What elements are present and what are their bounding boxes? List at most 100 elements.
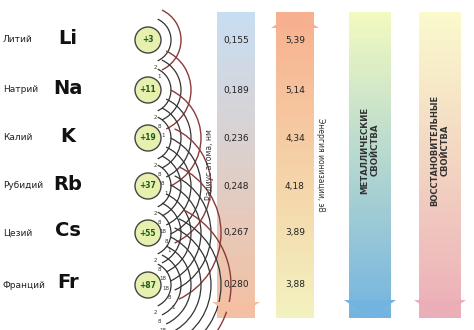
Bar (349, 149, 391, 153)
Bar (419, 115, 461, 119)
Text: 18: 18 (159, 229, 166, 234)
Bar (217, 164, 255, 169)
Circle shape (135, 272, 161, 298)
Text: 3,88: 3,88 (285, 280, 305, 289)
Bar (349, 279, 391, 283)
Text: 0,236: 0,236 (223, 134, 249, 143)
Bar (419, 130, 461, 134)
Bar (419, 53, 461, 58)
Bar (349, 264, 391, 268)
Bar (349, 268, 391, 272)
Bar (349, 306, 391, 310)
Text: МЕТАЛЛИЧЕСКИЕ
СВОЙСТВА: МЕТАЛЛИЧЕСКИЕ СВОЙСТВА (360, 107, 380, 194)
Bar (276, 298, 314, 303)
Bar (276, 291, 314, 295)
Text: Франций: Франций (3, 280, 46, 289)
Bar (217, 272, 255, 276)
Text: 2: 2 (154, 163, 158, 168)
Bar (276, 211, 314, 215)
Circle shape (135, 220, 161, 246)
Text: 8: 8 (157, 267, 161, 272)
Bar (276, 53, 314, 58)
Bar (419, 157, 461, 161)
Bar (217, 34, 255, 39)
Bar (419, 222, 461, 226)
Bar (276, 187, 314, 192)
Bar (217, 134, 255, 138)
Bar (276, 122, 314, 127)
Bar (419, 12, 461, 16)
Bar (217, 88, 255, 92)
Bar (419, 126, 461, 131)
Bar (349, 130, 391, 134)
Bar (349, 183, 391, 188)
Bar (276, 279, 314, 283)
Bar (276, 19, 314, 23)
Bar (349, 92, 391, 96)
Text: 18: 18 (163, 286, 170, 291)
Bar (217, 314, 255, 318)
Bar (349, 187, 391, 192)
Bar (276, 222, 314, 226)
Bar (419, 276, 461, 280)
Bar (276, 80, 314, 85)
Bar (349, 230, 391, 234)
Text: 8: 8 (157, 172, 161, 177)
Bar (419, 168, 461, 173)
Bar (349, 195, 391, 199)
Bar (217, 180, 255, 184)
Bar (276, 237, 314, 242)
Bar (276, 149, 314, 153)
Bar (349, 50, 391, 54)
Text: 8: 8 (157, 319, 161, 324)
Bar (349, 203, 391, 207)
Bar (349, 12, 391, 16)
Bar (217, 57, 255, 62)
Bar (419, 164, 461, 169)
Bar (419, 233, 461, 238)
Bar (276, 88, 314, 92)
Bar (217, 142, 255, 146)
Bar (349, 260, 391, 264)
Bar (217, 199, 255, 203)
Bar (276, 126, 314, 131)
Bar (276, 207, 314, 211)
Bar (217, 23, 255, 27)
Text: 8: 8 (168, 295, 171, 300)
Bar (217, 12, 255, 16)
Bar (217, 84, 255, 88)
Bar (276, 96, 314, 100)
Text: +11: +11 (140, 85, 156, 94)
Bar (349, 99, 391, 104)
Text: Калий: Калий (3, 134, 32, 143)
Bar (419, 99, 461, 104)
Bar (349, 233, 391, 238)
Bar (349, 80, 391, 85)
Bar (217, 264, 255, 268)
Bar (349, 27, 391, 31)
Text: Cs: Cs (55, 221, 81, 241)
Bar (276, 245, 314, 249)
Bar (276, 302, 314, 307)
Bar (349, 65, 391, 69)
Text: 1: 1 (157, 74, 161, 79)
Bar (276, 295, 314, 299)
Bar (217, 107, 255, 112)
Bar (217, 96, 255, 100)
Text: Li: Li (58, 28, 78, 48)
Text: 8: 8 (164, 239, 168, 244)
Text: 4,18: 4,18 (285, 182, 305, 190)
Bar (217, 252, 255, 257)
Bar (419, 272, 461, 276)
Bar (276, 214, 314, 218)
Bar (349, 96, 391, 100)
Text: 0,280: 0,280 (223, 280, 249, 289)
Bar (276, 310, 314, 314)
Bar (217, 50, 255, 54)
Bar (349, 84, 391, 88)
Bar (217, 187, 255, 192)
Bar (276, 233, 314, 238)
Text: Радиус атома, нм: Радиус атома, нм (206, 130, 215, 200)
Bar (276, 84, 314, 88)
Bar (349, 111, 391, 115)
